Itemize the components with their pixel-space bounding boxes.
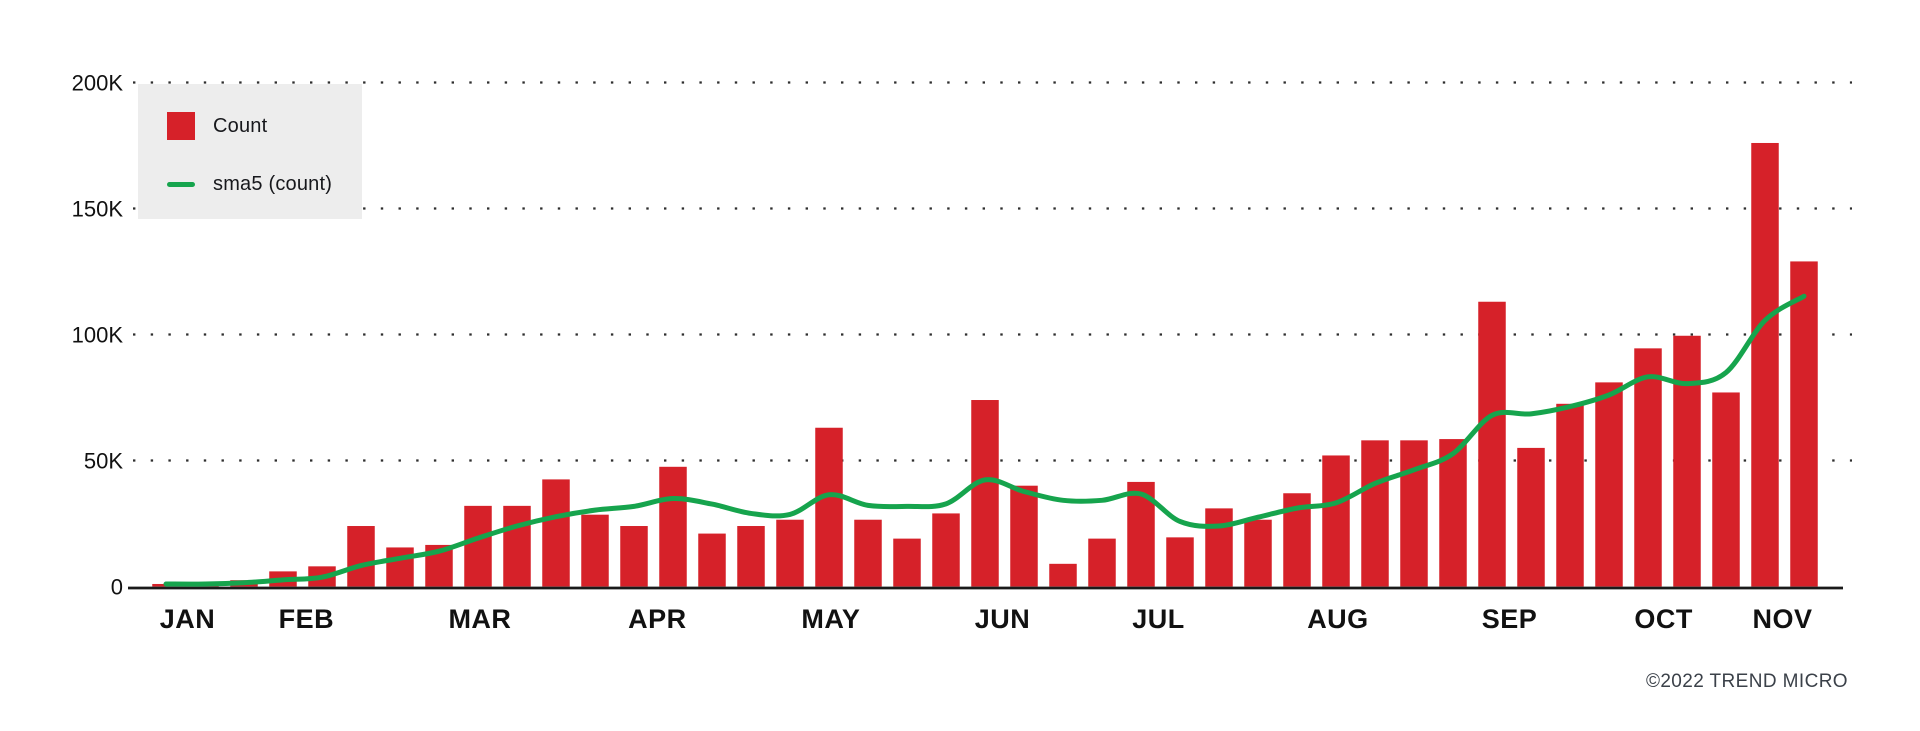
bar-week-6 [347, 526, 375, 587]
copyright-text: ©2022 TREND MICRO [1645, 671, 1848, 692]
bar-week-19 [854, 519, 882, 587]
count-bars [152, 142, 1818, 587]
month-labels: JAN FEB MAR APR MAY JUN JUL AUG SEP OCT NOV [160, 604, 1813, 634]
sma5-line [163, 293, 1807, 587]
bar-week-20 [893, 538, 921, 587]
bar-week-7 [386, 547, 414, 587]
bar-week-9 [464, 505, 492, 587]
bar-week-42 [1751, 142, 1779, 587]
sma5-series-swatch [167, 181, 195, 187]
month-label-AUG: AUG [1307, 604, 1369, 634]
month-label-JAN: JAN [160, 604, 216, 634]
bar-week-35 [1478, 301, 1506, 587]
bar-week-17 [776, 519, 804, 587]
bar-week-24 [1049, 563, 1077, 587]
bar-week-16 [737, 526, 765, 587]
month-label-OCT: OCT [1634, 604, 1693, 634]
bar-week-13 [620, 526, 648, 587]
month-label-APR: APR [628, 604, 687, 634]
bar-week-15 [698, 533, 726, 587]
bar-week-29 [1244, 519, 1272, 587]
month-label-SEP: SEP [1482, 604, 1538, 634]
month-label-NOV: NOV [1753, 604, 1813, 634]
legend: Count sma5 (count) [138, 84, 362, 219]
bar-week-28 [1205, 508, 1233, 587]
bar-week-11 [542, 479, 570, 587]
bar-week-10 [503, 505, 531, 587]
y-tick-150K: 150K [72, 197, 124, 222]
bar-week-31 [1322, 455, 1350, 587]
bar-week-36 [1517, 447, 1545, 587]
bar-week-22 [971, 400, 999, 587]
bar-week-18 [815, 427, 843, 587]
y-tick-200K: 200K [72, 71, 124, 96]
legend-label-sma5: sma5 (count) [213, 172, 333, 195]
y-tick-100K: 100K [72, 323, 124, 348]
legend-label-count: Count [213, 114, 268, 137]
legend-item-count: Count [167, 112, 362, 140]
month-label-JUL: JUL [1132, 604, 1185, 634]
count-series-swatch [167, 112, 195, 140]
legend-item-sma5: sma5 (count) [167, 170, 362, 198]
bar-week-25 [1088, 538, 1116, 587]
month-label-JUN: JUN [975, 604, 1031, 634]
y-tick-0: 0 [111, 575, 123, 600]
month-label-MAR: MAR [448, 604, 511, 634]
bar-week-21 [932, 513, 960, 587]
bar-week-23 [1010, 485, 1038, 587]
bar-week-38 [1595, 382, 1623, 587]
bar-week-14 [659, 466, 687, 587]
bar-week-12 [581, 514, 609, 587]
bar-week-33 [1400, 440, 1428, 587]
bar-week-40 [1673, 335, 1701, 587]
bar-week-39 [1634, 348, 1662, 587]
bar-week-34 [1439, 439, 1467, 587]
bar-week-41 [1712, 392, 1740, 587]
bar-week-32 [1361, 440, 1389, 587]
month-label-MAY: MAY [801, 604, 860, 634]
y-axis-labels: 0 50K 100K 150K 200K [72, 71, 124, 600]
y-tick-50K: 50K [84, 449, 123, 474]
bar-week-27 [1166, 537, 1194, 587]
bar-week-37 [1556, 403, 1584, 587]
bar-week-43 [1790, 261, 1818, 587]
month-label-FEB: FEB [279, 604, 335, 634]
